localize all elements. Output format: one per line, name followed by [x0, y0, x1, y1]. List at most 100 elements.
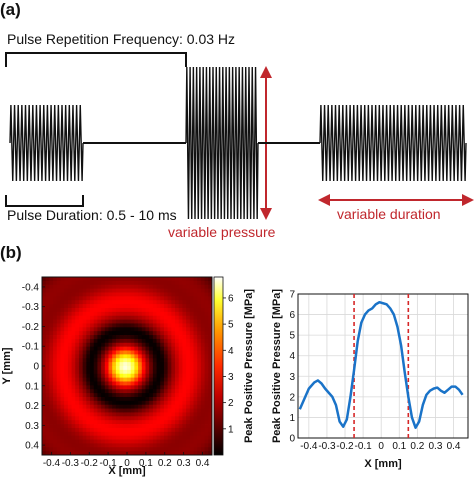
heatmap-cell: [86, 393, 91, 398]
heatmap-cell: [186, 284, 191, 290]
heatmap-cell: [134, 369, 139, 375]
heatmap-cell: [134, 296, 139, 301]
heatmap-cell: [204, 280, 209, 286]
heatmap-cell: [130, 424, 135, 429]
heatmap-cell: [197, 331, 202, 336]
heatmap-cell: [119, 307, 124, 313]
heatmap-cell: [204, 435, 209, 440]
heatmap-cell: [138, 389, 143, 394]
heatmap-cell: [163, 327, 169, 332]
heatmap-cell: [90, 335, 95, 340]
heatmap-cell: [134, 304, 139, 309]
heatmap-cell: [75, 431, 80, 437]
heatmap-cell: [149, 381, 154, 386]
heatmap-cell: [112, 304, 117, 309]
heatmap-cell: [182, 338, 187, 344]
heatmap-cell: [82, 346, 87, 351]
heatmap-cell: [141, 424, 146, 429]
heatmap-cell: [64, 451, 69, 456]
heatmap-cell: [123, 385, 128, 390]
heatmap-cell: [127, 284, 132, 290]
heatmap-cell: [60, 427, 65, 433]
heatmap-cell: [197, 369, 202, 375]
heatmap-cell: [108, 427, 113, 433]
heatmap-cell: [145, 331, 150, 336]
heatmap-cell: [75, 420, 80, 425]
heatmap-cell: [101, 404, 106, 409]
heatmap-cell: [71, 443, 76, 448]
heatmap-cell: [53, 296, 58, 301]
heatmap-cell: [67, 424, 72, 429]
heatmap-cell: [90, 408, 95, 413]
heatmap-cell: [86, 408, 91, 413]
heatmap-cell: [156, 396, 161, 402]
heatmap-cell: [93, 277, 98, 282]
heatmap-cell: [156, 280, 161, 286]
heatmap-cell: [75, 327, 80, 332]
heatmap-cell: [208, 400, 213, 406]
heatmap-cell: [152, 280, 157, 286]
heatmap-cell: [82, 280, 87, 286]
heatmap-cell: [189, 393, 194, 398]
heatmap-cell: [200, 288, 206, 293]
heatmap-cell: [112, 335, 117, 340]
heatmap-cell: [134, 311, 139, 317]
heatmap-cell: [189, 408, 194, 413]
heatmap-cell: [90, 439, 95, 444]
heatmap-cell: [42, 307, 47, 313]
heatmap-cell: [149, 424, 154, 429]
heatmap-cell: [56, 447, 61, 452]
heatmap-cell: [138, 400, 143, 406]
heatmap-cell: [108, 342, 113, 348]
heatmap-cell: [200, 335, 206, 340]
heatmap-cell: [67, 373, 72, 379]
heatmap-cell: [78, 300, 84, 305]
heatmap-cell: [167, 335, 172, 340]
heatmap-cell: [167, 393, 172, 398]
heatmap-cell: [200, 439, 206, 444]
heatmap-cell: [127, 338, 132, 344]
heatmap-cell: [145, 451, 150, 456]
heatmap-cell: [175, 424, 180, 429]
heatmap-cell: [42, 377, 47, 382]
heatmap-cell: [53, 443, 58, 448]
heatmap-cell: [156, 350, 161, 355]
heatmap-cell: [108, 296, 113, 301]
heatmap-cell: [93, 296, 98, 301]
heatmap-cell: [119, 389, 124, 394]
heatmap-cell: [93, 447, 98, 452]
heatmap-cell: [93, 319, 98, 324]
heatmap-cell: [108, 373, 113, 379]
heatmap-cell: [67, 431, 72, 437]
heatmap-cell: [130, 404, 135, 409]
heatmap-cell: [197, 416, 202, 421]
heatmap-cell: [175, 412, 180, 417]
heatmap-cell: [200, 315, 206, 320]
heatmap-cell: [112, 277, 117, 282]
heatmap-cell: [42, 389, 47, 394]
heatmap-cell: [163, 424, 169, 429]
heatmap-cell: [152, 307, 157, 313]
profile-y-tick-label: 3: [289, 372, 295, 383]
heatmap-cell: [204, 416, 209, 421]
heatmap-cell: [178, 342, 183, 348]
heatmap-cell: [67, 292, 72, 297]
heatmap-cell: [97, 408, 102, 413]
heatmap-cell: [156, 307, 161, 313]
heatmap-cell: [208, 412, 213, 417]
heatmap-cell: [175, 292, 180, 297]
heatmap-cell: [112, 362, 117, 367]
heatmap-cell: [101, 385, 106, 390]
heatmap-cell: [64, 424, 69, 429]
heatmap-cell: [178, 346, 183, 351]
heatmap-cell: [145, 300, 150, 305]
heatmap-cell: [182, 443, 187, 448]
heatmap-cell: [175, 358, 180, 363]
heatmap-cell: [171, 362, 176, 367]
heatmap-cell: [60, 315, 65, 320]
heatmap-cell: [90, 435, 95, 440]
heatmap-cell: [101, 400, 106, 406]
heatmap-cell: [45, 404, 50, 409]
heatmap-cell: [64, 416, 69, 421]
heatmap-cell: [86, 300, 91, 305]
